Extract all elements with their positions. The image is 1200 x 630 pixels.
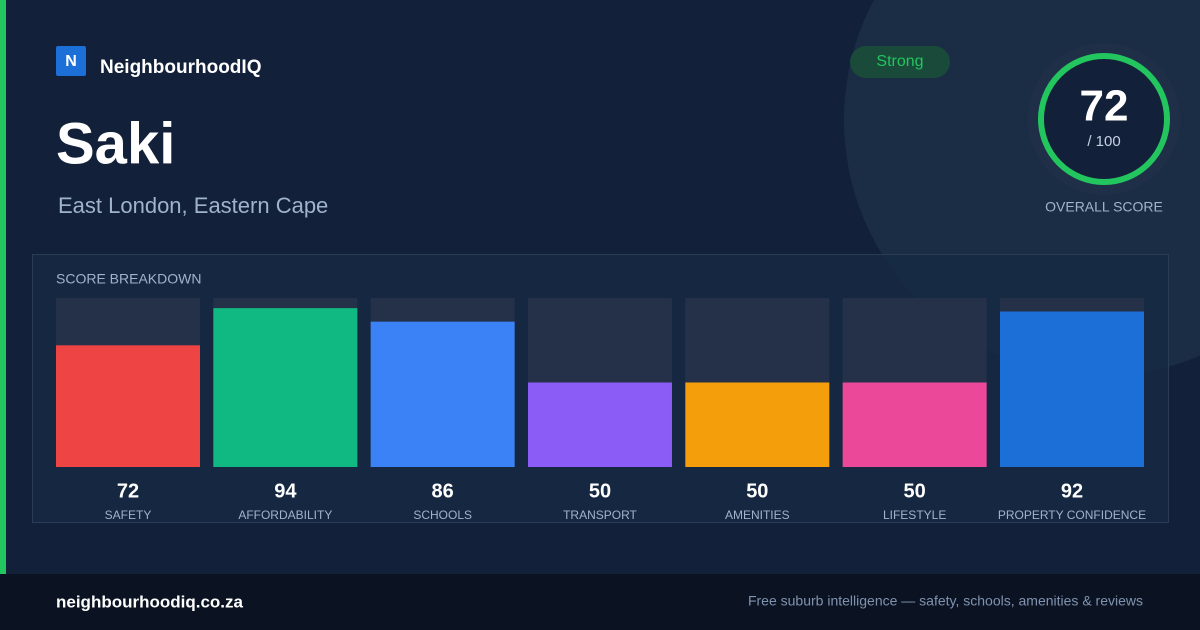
footer-site: neighbourhoodiq.co.za: [56, 592, 244, 611]
category-label: SAFETY: [105, 508, 152, 522]
value-label: 50: [904, 480, 926, 502]
bar: [842, 382, 987, 467]
badge: [850, 46, 950, 78]
category-label: TRANSPORT: [563, 508, 637, 522]
brand-name: NeighbourhoodIQ: [100, 57, 261, 78]
footer: [0, 574, 1200, 630]
value-label: 50: [746, 480, 768, 502]
category-label: SCHOOLS: [413, 508, 472, 522]
value-label: 92: [1061, 480, 1083, 502]
title: Saki: [56, 111, 175, 176]
bar: [685, 382, 830, 467]
overall-score: 72: [1080, 82, 1129, 131]
overall-max: / 100: [1087, 133, 1120, 150]
category-label: AFFORDABILITY: [238, 508, 332, 522]
value-label: 50: [589, 480, 611, 502]
overall-label: OVERALL SCORE: [1045, 199, 1163, 215]
category-label: PROPERTY CONFIDENCE: [998, 508, 1146, 522]
bar: [213, 308, 358, 467]
bar: [527, 382, 672, 467]
bar: [370, 321, 515, 467]
badge-text: Strong: [876, 53, 923, 70]
category-label: AMENITIES: [725, 508, 790, 522]
value-label: 94: [274, 480, 297, 502]
accent-stripe: [0, 0, 6, 574]
bar: [56, 345, 200, 467]
bar-chart: 72 SAFETY 94 AFFORDABILITY 86 SCHOOLS 50 TRANSP…: [56, 298, 1146, 522]
value-label: 86: [432, 480, 454, 502]
category-label: LIFESTYLE: [883, 508, 946, 522]
subtitle: East London, Eastern Cape: [58, 193, 328, 218]
score-ring: [1038, 53, 1170, 185]
logo-letter: N: [65, 53, 77, 70]
chart-title: SCORE BREAKDOWN: [56, 271, 201, 287]
footer-tagline: Free suburb intelligence — safety, schoo…: [748, 593, 1143, 609]
logo: [56, 46, 86, 76]
value-label: 72: [117, 480, 139, 502]
bar: [999, 311, 1144, 467]
